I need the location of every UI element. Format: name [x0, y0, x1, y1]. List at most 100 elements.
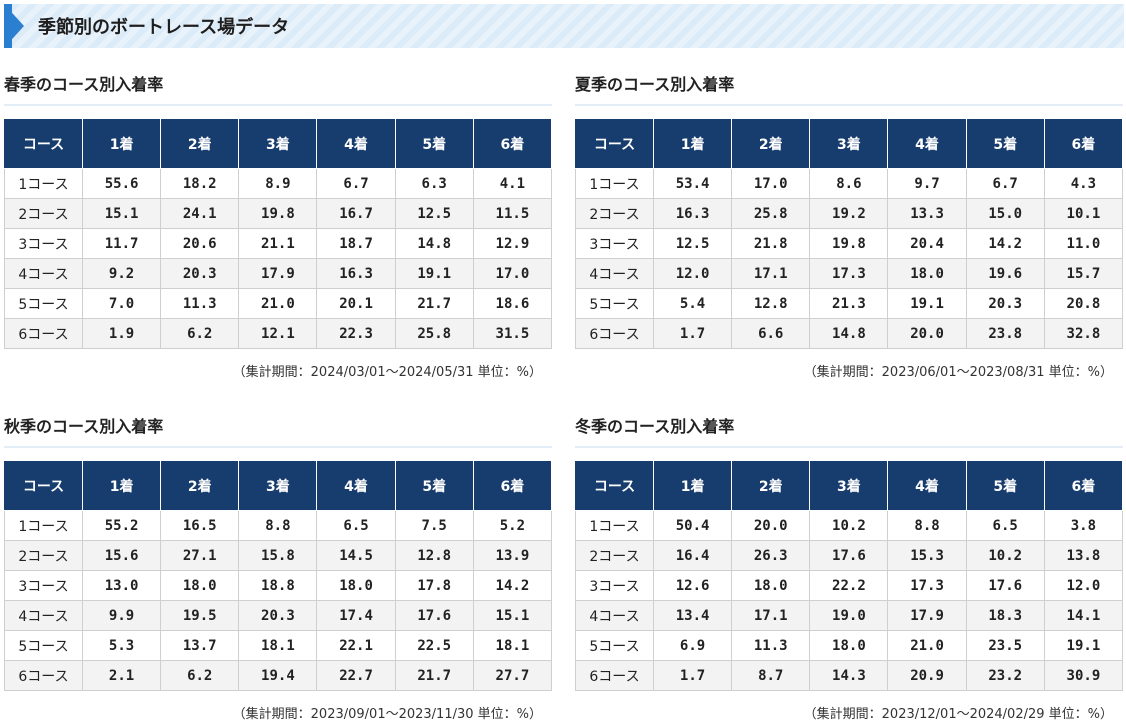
placement-rate-table: コース 1着 2着 3着 4着 5着 6着 1コース 53.4 17.0 8.6 9.7 6.7 4.3 2…: [575, 118, 1124, 349]
column-header-place-2: 2着: [160, 118, 240, 169]
column-header-place-5: 5着: [965, 118, 1045, 169]
rate-cell: 22.5: [394, 630, 474, 661]
row-label-course: 2コース: [575, 198, 654, 229]
rate-cell: 15.8: [238, 540, 318, 571]
row-label-course: 1コース: [575, 168, 654, 199]
rate-cell: 6.2: [160, 318, 240, 349]
rate-cell: 14.5: [316, 540, 396, 571]
rate-cell: 15.3: [887, 540, 967, 571]
row-label-course: 6コース: [575, 660, 654, 691]
table-row: 3コース 11.7 20.6 21.1 18.7 14.8 12.9: [4, 228, 553, 259]
rate-cell: 9.7: [887, 168, 967, 199]
column-header-place-2: 2着: [160, 460, 240, 511]
aggregation-period-note: （集計期間：2024/03/01～2024/05/31 単位：%）: [232, 365, 542, 380]
rate-cell: 18.0: [731, 570, 811, 601]
rate-cell: 12.5: [394, 198, 474, 229]
rate-cell: 21.3: [809, 288, 889, 319]
rate-cell: 24.1: [160, 198, 240, 229]
rate-cell: 22.7: [316, 660, 396, 691]
rate-cell: 15.1: [81, 198, 162, 229]
rate-cell: 1.9: [81, 318, 162, 349]
table-row: 2コース 15.6 27.1 15.8 14.5 12.8 13.9: [4, 540, 553, 571]
section-spring: 春季のコース別入着率 コース 1着 2着 3着 4着 5着 6着 1コース 55.6 18.2 8.9…: [4, 72, 553, 380]
rate-cell: 20.6: [160, 228, 240, 259]
rate-cell: 8.9: [238, 168, 318, 199]
table-row: 1コース 55.2 16.5 8.8 6.5 7.5 5.2: [4, 510, 553, 541]
rate-cell: 8.8: [887, 510, 967, 541]
row-label-course: 2コース: [4, 198, 83, 229]
section-title: 冬季のコース別入着率: [575, 414, 1123, 448]
column-header-place-4: 4着: [316, 460, 396, 511]
table-row: 1コース 50.4 20.0 10.2 8.8 6.5 3.8: [575, 510, 1124, 541]
rate-cell: 13.7: [160, 630, 240, 661]
rate-cell: 13.4: [652, 600, 733, 631]
rate-cell: 12.0: [652, 258, 733, 289]
rate-cell: 10.2: [965, 540, 1045, 571]
row-label-course: 6コース: [575, 318, 654, 349]
rate-cell: 17.3: [887, 570, 967, 601]
rate-cell: 22.2: [809, 570, 889, 601]
rate-cell: 12.0: [1043, 570, 1124, 601]
rate-cell: 17.3: [809, 258, 889, 289]
rate-cell: 53.4: [652, 168, 733, 199]
rate-cell: 21.1: [238, 228, 318, 259]
column-header-course: コース: [4, 460, 83, 511]
rate-cell: 12.5: [652, 228, 733, 259]
rate-cell: 6.5: [316, 510, 396, 541]
rate-cell: 26.3: [731, 540, 811, 571]
rate-cell: 4.3: [1043, 168, 1124, 199]
rate-cell: 20.8: [1043, 288, 1124, 319]
rate-cell: 18.0: [160, 570, 240, 601]
rate-cell: 18.0: [809, 630, 889, 661]
rate-cell: 14.8: [394, 228, 474, 259]
rate-cell: 17.1: [731, 600, 811, 631]
rate-cell: 55.6: [81, 168, 162, 199]
rate-cell: 13.9: [472, 540, 553, 571]
table-row: 5コース 5.4 12.8 21.3 19.1 20.3 20.8: [575, 288, 1124, 319]
column-header-course: コース: [4, 118, 83, 169]
placement-rate-table: コース 1着 2着 3着 4着 5着 6着 1コース 55.2 16.5 8.8 6.5 7.5 5.2 2…: [4, 460, 553, 691]
column-header-place-3: 3着: [238, 460, 318, 511]
rate-cell: 12.8: [394, 540, 474, 571]
row-label-course: 4コース: [4, 258, 83, 289]
rate-cell: 20.9: [887, 660, 967, 691]
rate-cell: 14.1: [1043, 600, 1124, 631]
table-row: 5コース 5.3 13.7 18.1 22.1 22.5 18.1: [4, 630, 553, 661]
rate-cell: 16.5: [160, 510, 240, 541]
rate-cell: 18.7: [316, 228, 396, 259]
rate-cell: 4.1: [472, 168, 553, 199]
column-header-place-5: 5着: [965, 460, 1045, 511]
column-header-place-2: 2着: [731, 118, 811, 169]
row-label-course: 1コース: [4, 168, 83, 199]
rate-cell: 27.1: [160, 540, 240, 571]
row-label-course: 3コース: [4, 570, 83, 601]
rate-cell: 13.0: [81, 570, 162, 601]
table-row: 2コース 16.3 25.8 19.2 13.3 15.0 10.1: [575, 198, 1124, 229]
table-row: 6コース 2.1 6.2 19.4 22.7 21.7 27.7: [4, 660, 553, 691]
placement-rate-table: コース 1着 2着 3着 4着 5着 6着 1コース 55.6 18.2 8.9 6.7 6.3 4.1 2…: [4, 118, 553, 349]
rate-cell: 14.2: [472, 570, 553, 601]
column-header-place-6: 6着: [1043, 118, 1124, 169]
rate-cell: 20.0: [731, 510, 811, 541]
rate-cell: 50.4: [652, 510, 733, 541]
section-winter: 冬季のコース別入着率 コース 1着 2着 3着 4着 5着 6着 1コース 50.4 20.0 10.…: [575, 414, 1124, 722]
rate-cell: 5.4: [652, 288, 733, 319]
column-header-place-2: 2着: [731, 460, 811, 511]
column-header-place-5: 5着: [394, 460, 474, 511]
rate-cell: 6.9: [652, 630, 733, 661]
rate-cell: 16.3: [652, 198, 733, 229]
rate-cell: 19.4: [238, 660, 318, 691]
table-row: 3コース 12.6 18.0 22.2 17.3 17.6 12.0: [575, 570, 1124, 601]
rate-cell: 18.2: [160, 168, 240, 199]
rate-cell: 30.9: [1043, 660, 1124, 691]
page-banner: 季節別のボートレース場データ: [4, 4, 1124, 48]
section-title: 夏季のコース別入着率: [575, 72, 1123, 106]
table-row: 1コース 55.6 18.2 8.9 6.7 6.3 4.1: [4, 168, 553, 199]
rate-cell: 31.5: [472, 318, 553, 349]
rate-cell: 15.7: [1043, 258, 1124, 289]
rate-cell: 6.6: [731, 318, 811, 349]
column-header-place-3: 3着: [238, 118, 318, 169]
rate-cell: 17.0: [731, 168, 811, 199]
rate-cell: 15.1: [472, 600, 553, 631]
table-row: 5コース 6.9 11.3 18.0 21.0 23.5 19.1: [575, 630, 1124, 661]
